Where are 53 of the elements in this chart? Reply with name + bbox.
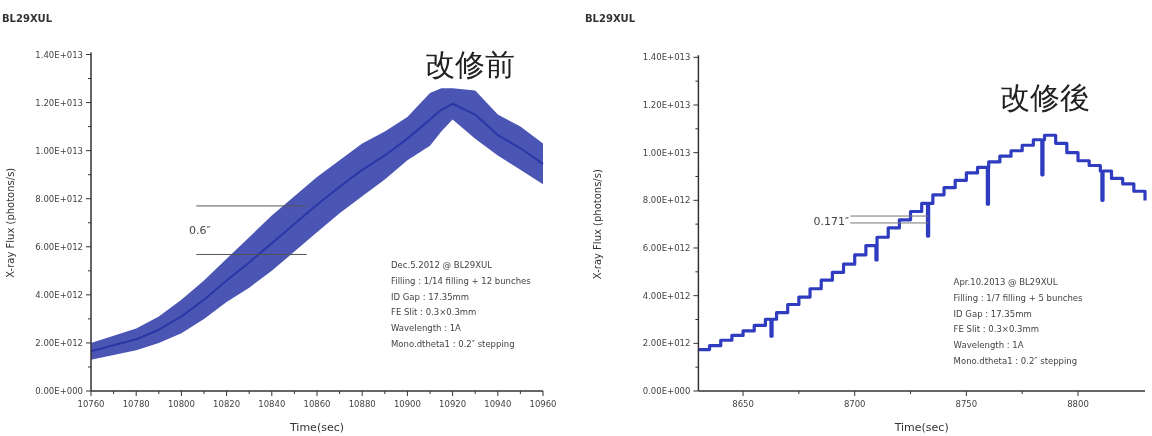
x-tick-label: 10780: [122, 399, 150, 409]
annotation: Wavelength : 1A: [391, 323, 462, 334]
x-tick-label: 10880: [348, 399, 376, 409]
annotation: 0.6″: [189, 224, 211, 237]
annotation: ID Gap : 17.35mm: [391, 291, 470, 302]
annotation: FE Slit : 0.3×0.3mm: [953, 324, 1040, 335]
y-tick-label: 1.40E+013: [642, 52, 691, 63]
x-tick-label: 10940: [484, 399, 512, 409]
y-tick-label: 1.40E+013: [35, 49, 83, 60]
y-tick-label: 8.00E+012: [35, 193, 83, 204]
annotation: Mono.dtheta1 : 0.2″ stepping: [953, 356, 1078, 366]
y-tick-label: 1.00E+013: [35, 145, 83, 156]
y-tick-label: 4.00E+012: [35, 289, 83, 300]
y-axis-title: X-ray Flux (photons/s): [592, 169, 603, 280]
annotation: Apr.10.2013 @ BL29XUL: [953, 277, 1058, 287]
y-tick-label: 0.00E+000: [35, 386, 83, 396]
y-tick-label: 1.20E+013: [642, 99, 691, 110]
text: BL29XUL: [585, 13, 636, 24]
x-tick-label: 10820: [213, 399, 241, 409]
annotation: ID Gap : 17.35mm: [953, 308, 1032, 319]
annotation: 改修前: [425, 47, 515, 82]
annotation: Filling : 1/7 filling + 5 bunches: [953, 292, 1084, 303]
x-tick-label: 10860: [303, 399, 331, 409]
y-tick-label: 8.00E+012: [642, 195, 691, 206]
y-tick-label: 1.20E+013: [35, 97, 83, 108]
x-tick-label: 8750: [955, 399, 978, 409]
annotation: 0.171″: [813, 215, 849, 228]
y-tick-label: 2.00E+012: [35, 337, 83, 348]
x-tick-label: 8650: [732, 399, 754, 409]
y-tick-label: 2.00E+012: [642, 338, 691, 349]
annotation: FE Slit : 0.3×0.3mm: [391, 307, 477, 318]
y-tick-label: 6.00E+012: [642, 242, 691, 253]
x-axis-title: Time(sec): [893, 421, 949, 434]
annotation: 改修後: [1000, 80, 1090, 115]
x-tick-label: 10920: [439, 399, 467, 409]
x-tick-label: 10840: [258, 399, 286, 409]
x-tick-label: 10760: [77, 399, 105, 409]
x-axis-title: Time(sec): [288, 421, 345, 434]
annotation: Dec.5.2012 @ BL29XUL: [391, 260, 493, 270]
x-tick-label: 10960: [529, 399, 557, 409]
x-tick-label: 10800: [167, 399, 195, 409]
y-tick-label: 1.00E+013: [642, 147, 691, 158]
x-tick-label: 8700: [843, 399, 866, 409]
y-axis-title: X-ray Flux (photons/s): [5, 167, 16, 278]
x-tick-label: 8800: [1067, 399, 1089, 409]
y-tick-label: 0.00E+000: [642, 386, 691, 396]
y-tick-label: 6.00E+012: [35, 241, 83, 252]
annotation: Filling : 1/14 filling + 12 bunches: [391, 275, 532, 286]
y-tick-label: 4.00E+012: [642, 290, 691, 301]
chart-title: BL29XUL: [2, 13, 53, 24]
annotation: Mono.dtheta1 : 0.2″ stepping: [391, 339, 515, 349]
annotation: Wavelength : 1A: [953, 340, 1024, 351]
x-tick-label: 10900: [393, 399, 421, 409]
